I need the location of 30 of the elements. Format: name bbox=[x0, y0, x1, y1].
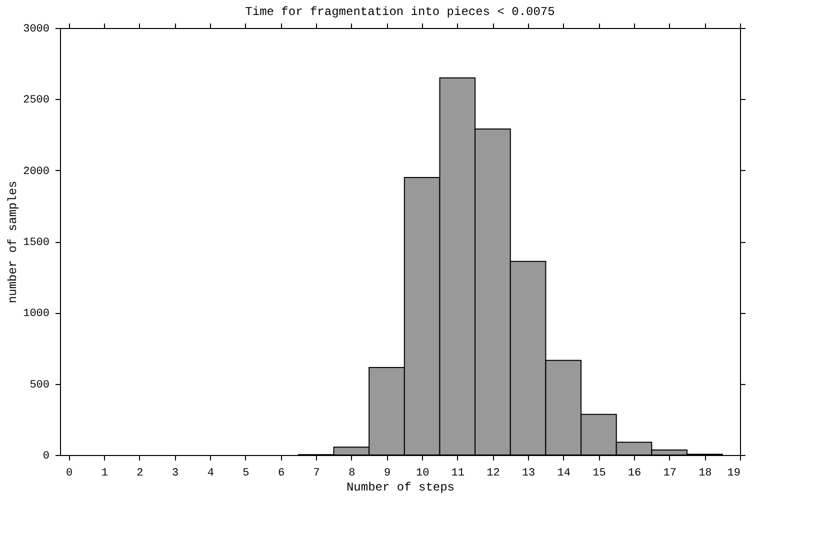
y-tick-label: 1000 bbox=[23, 308, 50, 320]
x-tick-label: 2 bbox=[136, 468, 144, 480]
x-tick-label: 17 bbox=[663, 468, 676, 480]
x-tick-label: 19 bbox=[727, 468, 740, 480]
x-tick-label: 16 bbox=[628, 468, 642, 480]
x-tick-label: 7 bbox=[313, 468, 320, 480]
x-tick-label: 1 bbox=[101, 468, 108, 480]
y-tick-label: 500 bbox=[30, 379, 50, 392]
x-tick-label: 0 bbox=[66, 468, 73, 480]
x-tick-label: 15 bbox=[592, 468, 606, 480]
y-tick-label: 1500 bbox=[23, 237, 50, 249]
x-tick-label: 8 bbox=[348, 468, 356, 480]
x-tick-label: 11 bbox=[451, 468, 465, 480]
x-tick-label: 14 bbox=[557, 468, 571, 480]
x-axis-title: Number of steps bbox=[346, 480, 455, 494]
x-tick-label: 13 bbox=[522, 468, 536, 480]
chart-title: Time for fragmentation into pieces < 0.0075 bbox=[245, 5, 555, 19]
x-tick-label: 3 bbox=[172, 468, 179, 480]
x-tick-label: 5 bbox=[242, 468, 250, 480]
y-tick-label: 3000 bbox=[23, 24, 50, 36]
y-tick-label: 2500 bbox=[23, 94, 50, 107]
x-tick-label: 9 bbox=[384, 468, 391, 480]
y-tick-label: 2000 bbox=[23, 166, 50, 178]
x-tick-label: 18 bbox=[698, 468, 712, 480]
x-tick-label: 6 bbox=[278, 468, 285, 480]
x-tick-label: 10 bbox=[416, 468, 430, 480]
y-axis-title: number of samples bbox=[6, 180, 20, 304]
x-tick-label: 4 bbox=[207, 468, 214, 480]
y-tick-label: 0 bbox=[42, 450, 50, 462]
x-tick-label: 12 bbox=[486, 468, 500, 480]
